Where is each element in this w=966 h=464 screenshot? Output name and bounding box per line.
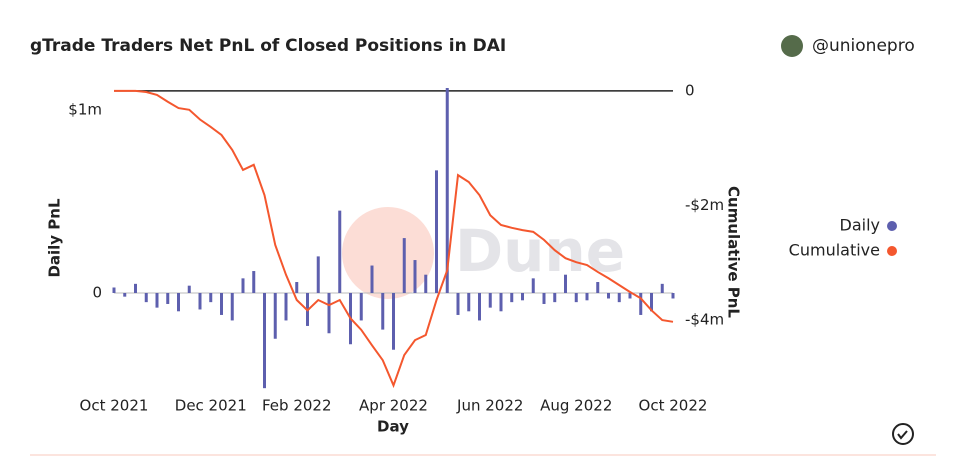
legend-label: Daily — [840, 216, 880, 235]
author[interactable]: @unionepro — [812, 36, 915, 56]
bar — [263, 292, 266, 389]
x-tick-label: Jun 2022 — [456, 397, 523, 415]
bar — [166, 292, 170, 304]
bar — [177, 292, 180, 312]
y2-axis-label: Cumulative PnL — [725, 186, 743, 318]
watermark-logo — [342, 207, 434, 299]
x-tick-label: Dec 2021 — [175, 397, 247, 415]
legend-label: Cumulative — [789, 241, 880, 260]
bar — [241, 278, 245, 293]
bar — [144, 292, 148, 303]
bar — [198, 292, 202, 310]
bar — [134, 283, 137, 293]
bar — [187, 285, 191, 293]
bar — [284, 292, 288, 321]
x-tick-label: Oct 2021 — [80, 397, 149, 415]
y-axis-label: Daily PnL — [46, 198, 64, 278]
x-axis-label: Day — [377, 418, 409, 436]
bar — [413, 260, 417, 293]
x-tick-label: Aug 2022 — [540, 397, 612, 415]
bar — [327, 292, 331, 334]
y2-tick-label: 0 — [685, 81, 695, 99]
y-tick-label: $1m — [68, 100, 102, 118]
bar — [607, 292, 610, 299]
avatar — [781, 35, 803, 57]
check-icon[interactable] — [892, 423, 914, 445]
legend-swatch — [887, 246, 897, 256]
bar — [521, 292, 524, 301]
y-tick-label: 0 — [92, 283, 102, 301]
bar — [467, 292, 471, 312]
bar — [424, 274, 428, 293]
bar — [220, 292, 223, 315]
bar — [123, 292, 127, 297]
y2-tick-label: -$4m — [685, 311, 724, 329]
bar — [510, 292, 514, 303]
bar — [155, 292, 159, 308]
bar — [478, 292, 481, 321]
bar — [402, 238, 406, 293]
chart-title: gTrade Traders Net PnL of Closed Positio… — [30, 36, 506, 56]
bar — [252, 271, 256, 293]
bar — [338, 210, 342, 293]
bar — [273, 292, 277, 339]
bar — [650, 292, 653, 312]
bar — [596, 282, 600, 293]
line — [114, 89, 674, 389]
bar — [585, 292, 589, 301]
bar — [370, 265, 374, 293]
bar — [112, 287, 116, 293]
bar — [230, 292, 234, 321]
bar — [574, 292, 578, 303]
bar — [359, 292, 363, 321]
watermark: Dune — [455, 217, 625, 285]
bar — [435, 170, 438, 293]
bar — [531, 278, 535, 293]
bar — [445, 88, 449, 293]
bar — [628, 292, 632, 299]
bar — [542, 292, 546, 304]
check-mark — [897, 430, 908, 440]
x-tick-label: Apr 2022 — [359, 397, 428, 415]
bar — [295, 282, 299, 293]
bar — [564, 274, 567, 293]
legend-swatch — [887, 221, 897, 231]
bar — [209, 292, 213, 303]
bar — [639, 292, 643, 315]
y2-tick-label: -$2m — [685, 196, 724, 214]
x-tick-label: Feb 2022 — [262, 397, 332, 415]
bar — [392, 292, 395, 350]
bar — [316, 256, 320, 293]
x-tick-label: Oct 2022 — [639, 397, 708, 415]
bar — [671, 292, 675, 299]
bar — [381, 292, 385, 330]
bar — [488, 292, 492, 308]
bar — [456, 292, 460, 315]
bar — [617, 292, 621, 303]
bar — [553, 292, 557, 303]
bar — [660, 283, 664, 293]
bar — [499, 292, 503, 312]
